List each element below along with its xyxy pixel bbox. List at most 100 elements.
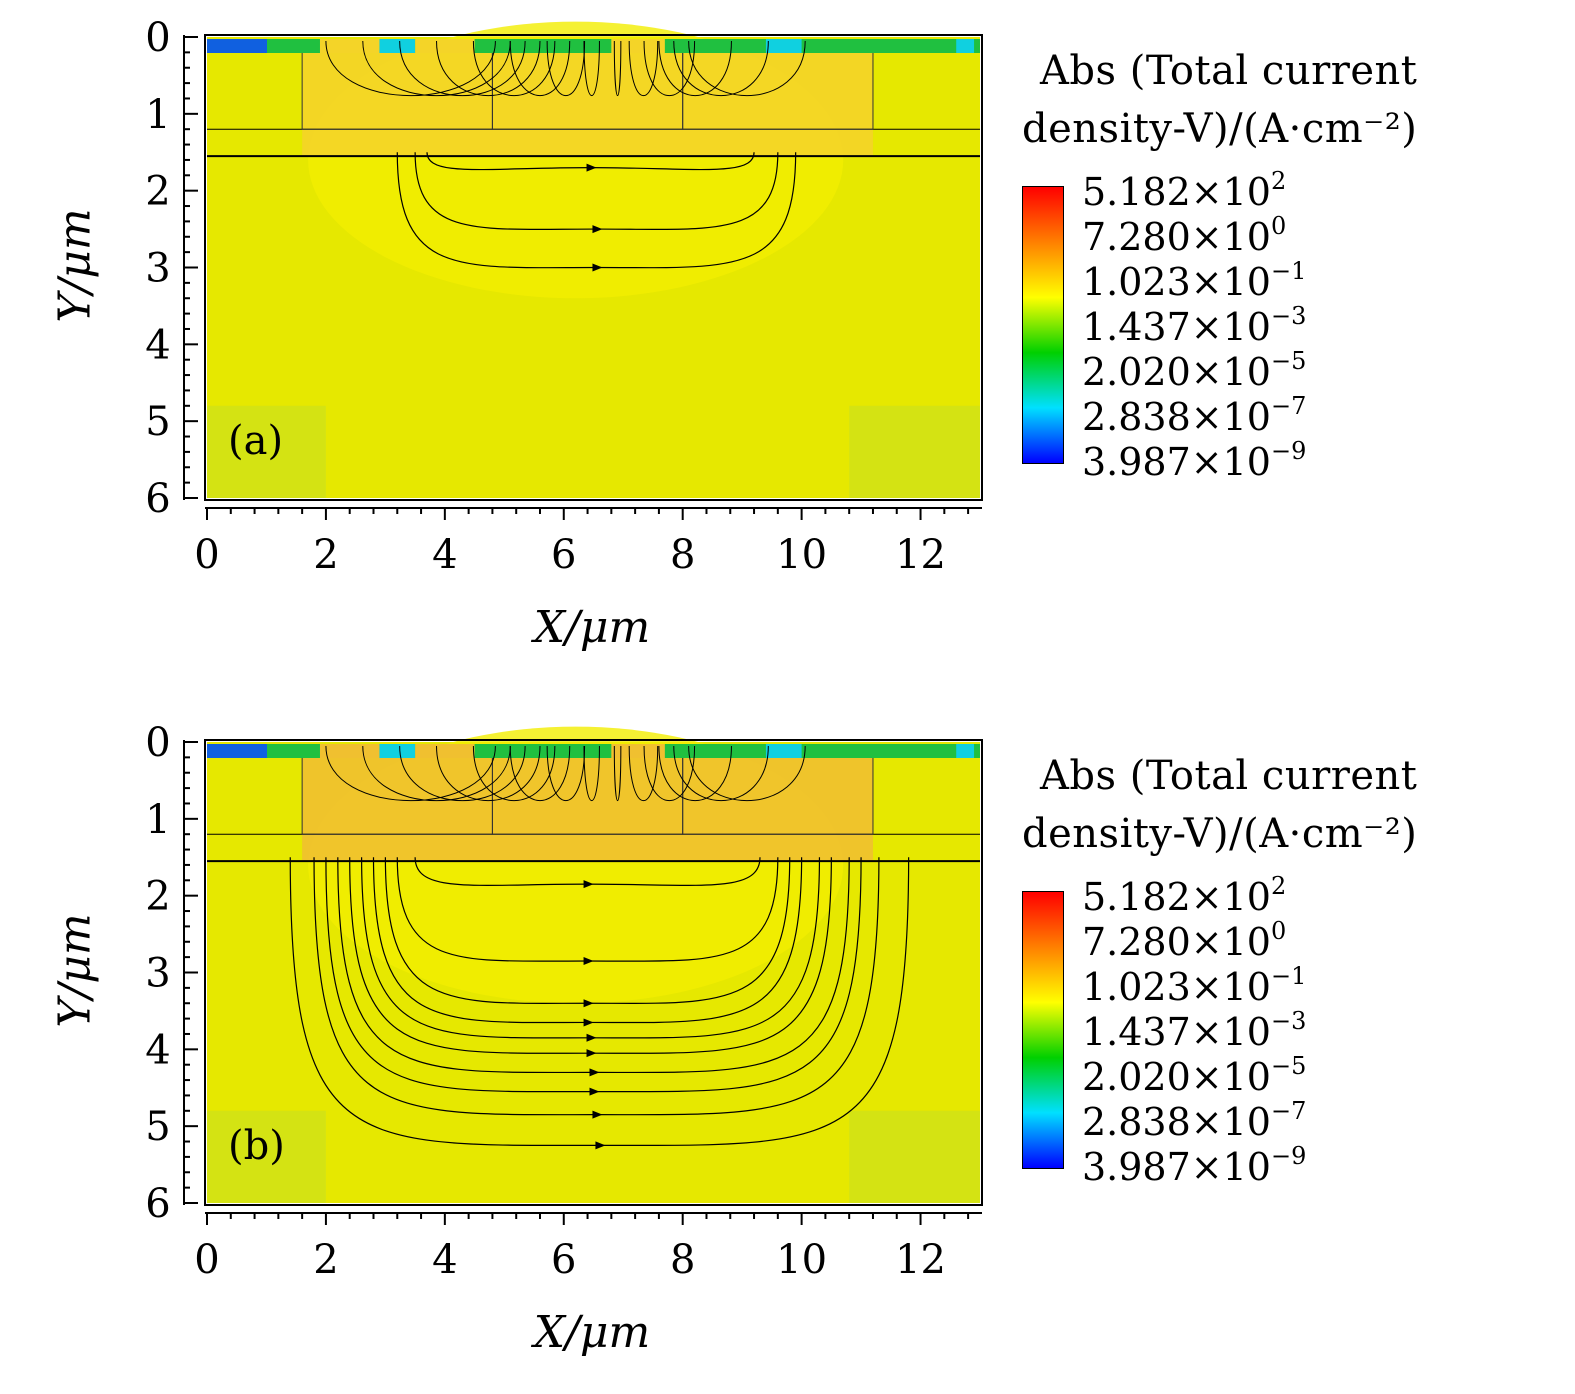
top-contact-electrode: [319, 744, 380, 758]
y-tick-label: 2: [145, 874, 170, 920]
colorbar-tick-mantissa: 2.838×10: [1082, 395, 1271, 439]
top-contact-cyan: [765, 744, 802, 758]
y-tick-label: 4: [145, 1027, 170, 1073]
streamline-device: [436, 40, 541, 97]
top-contact-electrode: [611, 39, 665, 53]
colorbar-tick-label: 3.987×10−9: [1082, 439, 1306, 485]
streamline-device: [399, 40, 526, 96]
colorbar-labels-b: 5.182×102 7.280×100 1.023×10−1 1.437×10−3 2.…: [1082, 872, 1307, 1190]
streamline-device: [362, 40, 511, 97]
colorbar-tick-label: 7.280×100: [1082, 212, 1306, 260]
colorbar-b: [1022, 891, 1064, 1169]
colorbar-tick-mantissa: 2.838×10: [1082, 1100, 1271, 1144]
streamline-device: [673, 745, 769, 802]
y-tick-label: 5: [145, 1104, 170, 1150]
colorbar-tick-mantissa: 2.020×10: [1082, 1055, 1271, 1099]
top-contact-electrode: [319, 39, 380, 53]
colorbar-tick-mantissa: 3.987×10: [1082, 1145, 1271, 1189]
colorbar-tick-mantissa: 3.987×10: [1082, 440, 1271, 484]
plot-frame: [204, 34, 983, 501]
streamline-arrow: [583, 1018, 594, 1027]
colorbar-tick-label: 5.182×102: [1082, 167, 1306, 215]
y-tick-label: 0: [145, 15, 170, 61]
streamline-device: [472, 40, 556, 97]
y-tick-label: 3: [145, 951, 170, 997]
x-tick-label: 2: [313, 1237, 338, 1283]
colorbar-tick-label: 1.023×10−1: [1082, 962, 1307, 1010]
top-contact-electrode: [415, 39, 475, 53]
colorbar-a: [1022, 186, 1064, 464]
y-axis-label-b: Y/μm: [50, 911, 101, 1031]
y-tick-label: 6: [145, 476, 170, 522]
x-axis-label-b: X/μm: [534, 1307, 650, 1358]
streamline-device: [613, 745, 622, 801]
colorbar-tick-label: 1.437×10−3: [1082, 1009, 1306, 1055]
streamline-device: [325, 745, 496, 802]
x-tick-label: 6: [551, 1237, 576, 1283]
colorbar-tick-exponent: −3: [1270, 302, 1307, 330]
x-tick-label: 10: [776, 1237, 827, 1283]
streamline-device: [688, 40, 806, 96]
streamline-device: [325, 40, 496, 97]
colorbar-title-line1: Abs (Total current: [1040, 753, 1418, 799]
x-tick-label: 10: [776, 532, 827, 578]
top-contact-electrode: [611, 744, 665, 758]
y-axis-label-text: Y/μm: [49, 913, 101, 1028]
colorbar-tick-mantissa: 5.182×10: [1082, 170, 1271, 214]
colorbar-tick-label: 2.020×10−5: [1082, 347, 1307, 395]
colorbar-tick-label: 2.838×10−7: [1082, 1099, 1306, 1145]
streamline-device: [658, 745, 732, 801]
colorbar-tick-exponent: 2: [1270, 872, 1287, 900]
streamline-device: [509, 40, 571, 96]
y-tick-label: 5: [145, 399, 170, 445]
streamline-device: [399, 745, 526, 801]
top-contact-blue: [207, 39, 267, 53]
top-contact-blue: [207, 744, 267, 758]
colorbar-title-a: Abs (Total current density-V)/(A·cm⁻²): [1022, 42, 1417, 158]
streamline-device: [613, 40, 622, 96]
streamline-arrow: [595, 1141, 606, 1150]
streamline-device: [436, 745, 541, 802]
colorbar-tick-label: 2.838×10−7: [1082, 394, 1306, 440]
streamline-arrow: [589, 1087, 600, 1096]
streamline-arrow: [592, 1110, 603, 1119]
colorbar-tick-exponent: 2: [1270, 167, 1287, 195]
top-contact-cyan: [379, 744, 416, 758]
x-tick-label: 0: [194, 1237, 219, 1283]
y-tick-label: 0: [145, 720, 170, 766]
streamline-device: [688, 745, 806, 801]
colorbar-tick-label: 1.437×10−3: [1082, 302, 1307, 350]
colorbar-tick-exponent: −9: [1270, 1142, 1307, 1170]
streamline-device: [546, 745, 586, 802]
colorbar-tick-exponent: 0: [1270, 212, 1287, 240]
colorbar-tick-mantissa: 1.023×10: [1082, 965, 1271, 1009]
streamline-arrow: [583, 880, 594, 889]
top-contact-electrode: [415, 744, 475, 758]
streamline-arrow: [583, 956, 594, 965]
x-tick-label: 2: [313, 532, 338, 578]
streamline-device: [673, 40, 769, 97]
panel-label-b: (b): [228, 1123, 285, 1169]
streamline-device: [583, 745, 600, 801]
y-tick-label: 1: [145, 92, 170, 138]
top-contact-cyan: [956, 39, 975, 53]
x-tick-label: 12: [895, 1237, 946, 1283]
y-tick-label: 2: [145, 169, 170, 215]
streamline-device: [658, 40, 732, 96]
colorbar-tick-exponent: −5: [1270, 347, 1307, 375]
colorbar-tick-mantissa: 1.437×10: [1082, 305, 1271, 349]
streamline-arrow: [586, 163, 597, 172]
colorbar-tick-exponent: −1: [1270, 257, 1307, 285]
streamline-arrow: [586, 1033, 597, 1042]
colorbar-tick-exponent: −1: [1270, 962, 1307, 990]
streamline-device: [472, 745, 556, 802]
colorbar-tick-mantissa: 1.437×10: [1082, 1010, 1271, 1054]
colorbar-tick-exponent: −5: [1270, 1052, 1307, 1080]
top-contact-cyan: [956, 744, 975, 758]
panel-a: 0 1 2 3 4 5 6 0 2 4 6 8 10 12 (a) X/μm Y/μm Abs (Tota…: [0, 0, 1575, 689]
colorbar-tick-label: 3.987×10−9: [1082, 1142, 1307, 1190]
field-corner-left: [207, 1110, 326, 1203]
y-tick-label: 6: [145, 1181, 170, 1227]
